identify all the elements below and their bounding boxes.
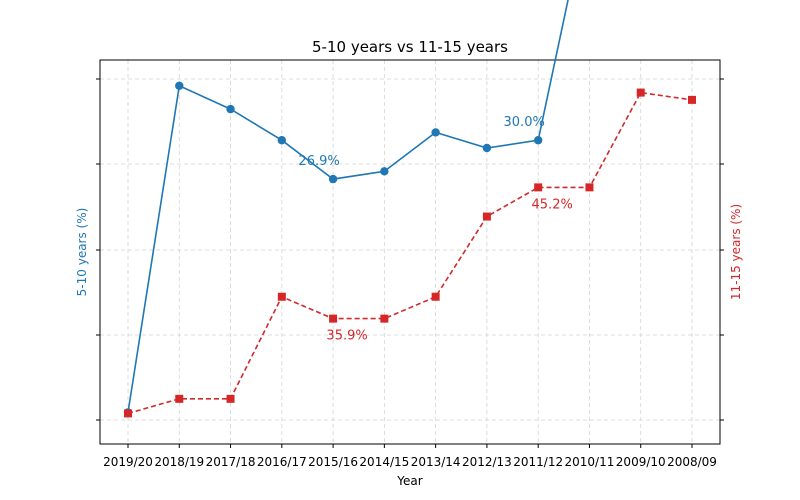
grid (100, 60, 720, 444)
x-axis-ticks: 2019/20 2018/19 2017/18 2016/17 2015/16 2014/… (96, 78, 724, 469)
y-axis-label-left: 5-10 years (%) (75, 208, 89, 297)
data-point (124, 409, 132, 418)
x-tick-label: 2011/12 (513, 455, 563, 469)
data-point (329, 314, 338, 323)
chart-title: 5-10 years vs 11-15 years (312, 38, 508, 56)
series-line-11-15-years (127, 91, 693, 415)
x-tick-label: 2008/09 (667, 455, 717, 469)
data-point (482, 143, 492, 153)
x-tick-label: 2010/11 (565, 455, 615, 469)
series-line-5-10-years (127, 0, 569, 413)
data-point (534, 183, 543, 192)
plot-frame (99, 59, 721, 445)
annotation-label: 45.2% (532, 197, 573, 212)
x-tick-label: 2012/13 (462, 455, 512, 469)
data-point (328, 174, 338, 184)
x-tick-label: 2017/18 (206, 455, 256, 469)
data-point (688, 95, 696, 104)
annotations: 26.9% 35.9% 30.0% 45.2% (298, 115, 572, 343)
data-point (533, 136, 543, 145)
x-tick-label: 2018/19 (154, 455, 204, 469)
x-tick-label: 2014/15 (359, 455, 409, 469)
data-point (226, 394, 235, 403)
data-point (175, 394, 184, 403)
data-point (380, 314, 389, 323)
x-tick-label: 2019/20 (103, 455, 153, 469)
x-tick-label: 2015/16 (308, 455, 358, 469)
series-group (123, 0, 696, 418)
x-tick-label: 2009/10 (616, 455, 666, 469)
data-point (277, 292, 286, 301)
x-tick-label: 2013/14 (411, 455, 461, 469)
data-point (636, 88, 645, 97)
data-point (585, 183, 594, 192)
annotation-label: 35.9% (326, 329, 367, 344)
data-point (431, 128, 440, 137)
x-tick-label: 2016/17 (257, 455, 307, 469)
data-point (226, 104, 235, 114)
annotation-label: 30.0% (504, 115, 545, 130)
data-point (482, 212, 491, 221)
data-point (277, 136, 287, 145)
data-point (380, 167, 389, 176)
x-axis-label: Year (396, 474, 422, 488)
annotation-label: 26.9% (298, 154, 339, 169)
data-point (175, 81, 184, 90)
y-axis-label-right: 11-15 years (%) (729, 204, 743, 300)
data-point (431, 292, 440, 301)
